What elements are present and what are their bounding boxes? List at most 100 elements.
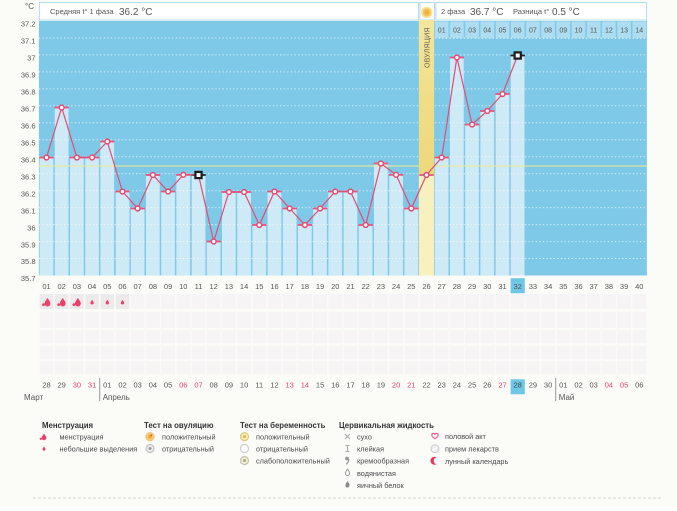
svg-text:36.4: 36.4: [21, 155, 36, 164]
svg-text:03: 03: [134, 381, 142, 390]
svg-text:38: 38: [605, 282, 613, 291]
svg-text:26: 26: [483, 381, 491, 390]
svg-text:27: 27: [438, 282, 446, 291]
svg-text:21: 21: [407, 381, 415, 390]
svg-text:01: 01: [42, 282, 50, 291]
svg-text:Менструация: Менструация: [42, 421, 93, 430]
svg-text:03: 03: [73, 282, 81, 291]
svg-text:04: 04: [88, 282, 96, 291]
svg-text:11: 11: [195, 282, 203, 291]
svg-text:30: 30: [483, 282, 491, 291]
svg-text:02: 02: [118, 381, 126, 390]
svg-text:13: 13: [620, 28, 628, 35]
svg-text:21: 21: [346, 282, 354, 291]
svg-text:08: 08: [544, 28, 552, 35]
svg-text:14: 14: [240, 282, 248, 291]
svg-text:36.9: 36.9: [21, 71, 36, 80]
svg-text:06: 06: [179, 381, 187, 390]
svg-text:отрицательный: отрицательный: [256, 445, 308, 454]
svg-text:36.7: 36.7: [21, 105, 36, 114]
svg-text:19: 19: [377, 381, 385, 390]
svg-text:12: 12: [605, 28, 613, 35]
svg-text:10: 10: [575, 28, 583, 35]
svg-text:28: 28: [514, 381, 522, 390]
svg-text:35.7: 35.7: [21, 274, 36, 283]
svg-text:Март: Март: [24, 393, 43, 402]
svg-text:28: 28: [453, 282, 461, 291]
svg-text:35.8: 35.8: [21, 257, 36, 266]
svg-text:15: 15: [316, 381, 324, 390]
svg-text:12: 12: [210, 282, 218, 291]
svg-text:32: 32: [514, 282, 522, 291]
svg-text:14: 14: [301, 381, 309, 390]
svg-text:04: 04: [605, 381, 613, 390]
svg-text:25: 25: [407, 282, 415, 291]
svg-text:12: 12: [270, 381, 278, 390]
svg-text:30: 30: [73, 381, 81, 390]
svg-text:35.9: 35.9: [21, 240, 36, 249]
svg-text:08: 08: [210, 381, 218, 390]
svg-text:13: 13: [286, 381, 294, 390]
svg-text:23: 23: [377, 282, 385, 291]
svg-text:прием лекарств: прием лекарств: [445, 445, 499, 454]
svg-text:05: 05: [620, 381, 628, 390]
svg-text:Апрель: Апрель: [103, 393, 130, 402]
svg-text:28: 28: [42, 381, 50, 390]
svg-text:18: 18: [362, 381, 370, 390]
svg-text:менструация: менструация: [60, 433, 104, 442]
svg-text:Цервикальная жидкость: Цервикальная жидкость: [339, 421, 434, 430]
svg-text:11: 11: [590, 28, 597, 35]
svg-text:30: 30: [544, 381, 552, 390]
svg-text:01: 01: [559, 381, 567, 390]
svg-text:36: 36: [27, 223, 35, 232]
svg-text:36.7 °C: 36.7 °C: [470, 7, 503, 18]
svg-text:07: 07: [529, 28, 537, 35]
svg-text:23: 23: [438, 381, 446, 390]
svg-text:слабоположительный: слабоположительный: [256, 457, 330, 466]
svg-text:26: 26: [422, 282, 430, 291]
svg-text:лунный календарь: лунный календарь: [445, 457, 508, 466]
svg-text:кремообразная: кремообразная: [357, 457, 409, 466]
svg-text:10: 10: [240, 381, 248, 390]
svg-text:16: 16: [331, 381, 339, 390]
svg-text:36.1: 36.1: [21, 206, 36, 215]
svg-text:01: 01: [103, 381, 111, 390]
svg-text:водянистая: водянистая: [357, 469, 396, 478]
svg-text:36: 36: [574, 282, 582, 291]
svg-text:36.3: 36.3: [21, 172, 36, 181]
svg-text:08: 08: [149, 282, 157, 291]
svg-text:02: 02: [574, 381, 582, 390]
svg-text:20: 20: [331, 282, 339, 291]
svg-text:04: 04: [149, 381, 157, 390]
svg-text:36.6: 36.6: [21, 122, 36, 131]
svg-text:17: 17: [286, 282, 294, 291]
svg-text:06: 06: [635, 381, 643, 390]
svg-text:36.2 °C: 36.2 °C: [119, 7, 152, 18]
svg-text:02: 02: [58, 282, 66, 291]
svg-text:18: 18: [301, 282, 309, 291]
svg-text:02: 02: [453, 28, 461, 35]
svg-text:22: 22: [422, 381, 430, 390]
svg-text:15: 15: [255, 282, 263, 291]
svg-text:03: 03: [468, 28, 476, 35]
svg-text:06: 06: [118, 282, 126, 291]
svg-text:яичный белок: яичный белок: [357, 481, 405, 490]
svg-text:05: 05: [499, 28, 507, 35]
svg-text:16: 16: [270, 282, 278, 291]
svg-text:клейкая: клейкая: [357, 445, 384, 454]
svg-text:29: 29: [529, 381, 537, 390]
svg-text:07: 07: [134, 282, 142, 291]
svg-text:37: 37: [27, 54, 35, 63]
svg-text:36.5: 36.5: [21, 139, 36, 148]
svg-text:25: 25: [468, 381, 476, 390]
svg-text:34: 34: [544, 282, 552, 291]
svg-text:половой акт: половой акт: [445, 432, 487, 441]
svg-text:19: 19: [316, 282, 324, 291]
svg-text:Тест на овуляцию: Тест на овуляцию: [144, 421, 214, 430]
svg-text:22: 22: [362, 282, 370, 291]
svg-text:09: 09: [559, 28, 567, 35]
svg-text:37.2: 37.2: [21, 20, 36, 29]
svg-text:Тест на беременность: Тест на беременность: [240, 421, 326, 430]
svg-text:31: 31: [498, 282, 506, 291]
svg-text:37.1: 37.1: [21, 37, 36, 46]
